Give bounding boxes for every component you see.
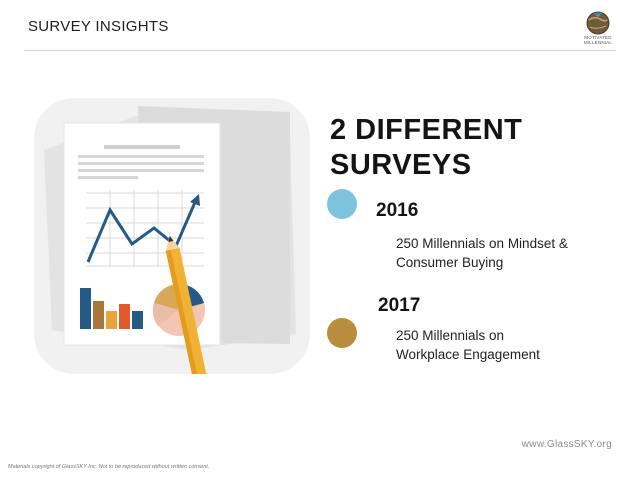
survey-dot-2016	[327, 189, 357, 219]
globe-icon	[586, 11, 610, 35]
survey-year-2016: 2016	[376, 200, 419, 221]
survey-desc-2017-line1: 250 Millennials on	[396, 328, 505, 343]
survey-desc-2017-line2: Workplace Engagement	[396, 347, 540, 362]
footer-url[interactable]: www.GlassSKY.org	[521, 439, 612, 450]
report-with-pencil-icon	[34, 98, 310, 374]
header-divider	[24, 50, 616, 51]
survey-desc-2016-line1: 250 Millennials on Mindset &	[396, 236, 568, 251]
section-heading-line2: SURVEYS	[330, 149, 472, 181]
section-heading-line1: 2 DIFFERENT	[330, 114, 523, 146]
survey-dot-2017	[327, 318, 357, 348]
copyright-notice: Materials copyright of GlassSKY Inc. Not…	[8, 464, 210, 470]
logo: MOTIVATED MILLENNIAL	[578, 6, 618, 50]
logo-line1: MOTIVATED	[584, 35, 612, 40]
header-title: SURVEY INSIGHTS	[28, 18, 169, 35]
survey-year-2017: 2017	[378, 295, 421, 316]
survey-desc-2016-line2: Consumer Buying	[396, 255, 504, 270]
logo-line2: MILLENNIAL	[583, 40, 613, 45]
